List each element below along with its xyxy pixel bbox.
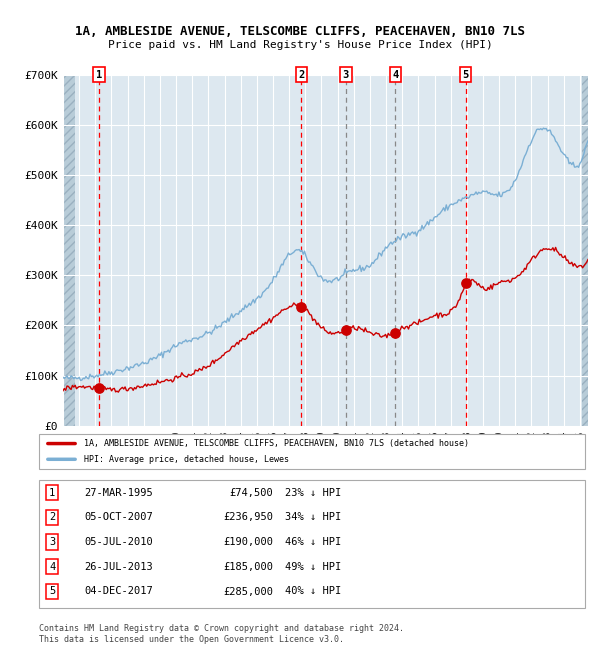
Text: 27-MAR-1995: 27-MAR-1995 [84,488,153,498]
Text: 3: 3 [49,537,55,547]
Point [461,278,470,288]
Text: 1A, AMBLESIDE AVENUE, TELSCOMBE CLIFFS, PEACEHAVEN, BN10 7LS: 1A, AMBLESIDE AVENUE, TELSCOMBE CLIFFS, … [75,25,525,38]
Point [391,328,400,338]
Text: £190,000: £190,000 [223,537,273,547]
Text: 46% ↓ HPI: 46% ↓ HPI [285,537,341,547]
Text: 2: 2 [298,70,305,80]
Text: £236,950: £236,950 [223,512,273,523]
Point [296,302,306,312]
Text: 04-DEC-2017: 04-DEC-2017 [84,586,153,597]
Point [341,325,350,335]
Text: 26-JUL-2013: 26-JUL-2013 [84,562,153,572]
Text: HPI: Average price, detached house, Lewes: HPI: Average price, detached house, Lewe… [84,455,289,464]
Text: 2: 2 [49,512,55,523]
Text: 4: 4 [392,70,398,80]
Text: 23% ↓ HPI: 23% ↓ HPI [285,488,341,498]
Text: 3: 3 [343,70,349,80]
Text: 5: 5 [463,70,469,80]
Text: 49% ↓ HPI: 49% ↓ HPI [285,562,341,572]
Text: £285,000: £285,000 [223,586,273,597]
Text: 1: 1 [96,70,102,80]
Text: Contains HM Land Registry data © Crown copyright and database right 2024.
This d: Contains HM Land Registry data © Crown c… [39,624,404,644]
Text: Price paid vs. HM Land Registry's House Price Index (HPI): Price paid vs. HM Land Registry's House … [107,40,493,51]
Text: £185,000: £185,000 [223,562,273,572]
Text: 1A, AMBLESIDE AVENUE, TELSCOMBE CLIFFS, PEACEHAVEN, BN10 7LS (detached house): 1A, AMBLESIDE AVENUE, TELSCOMBE CLIFFS, … [84,439,469,448]
Text: 5: 5 [49,586,55,597]
Text: 40% ↓ HPI: 40% ↓ HPI [285,586,341,597]
Text: £74,500: £74,500 [229,488,273,498]
Point [94,384,104,394]
Text: 1: 1 [49,488,55,498]
Text: 4: 4 [49,562,55,572]
Text: 05-OCT-2007: 05-OCT-2007 [84,512,153,523]
Text: 05-JUL-2010: 05-JUL-2010 [84,537,153,547]
Text: 34% ↓ HPI: 34% ↓ HPI [285,512,341,523]
